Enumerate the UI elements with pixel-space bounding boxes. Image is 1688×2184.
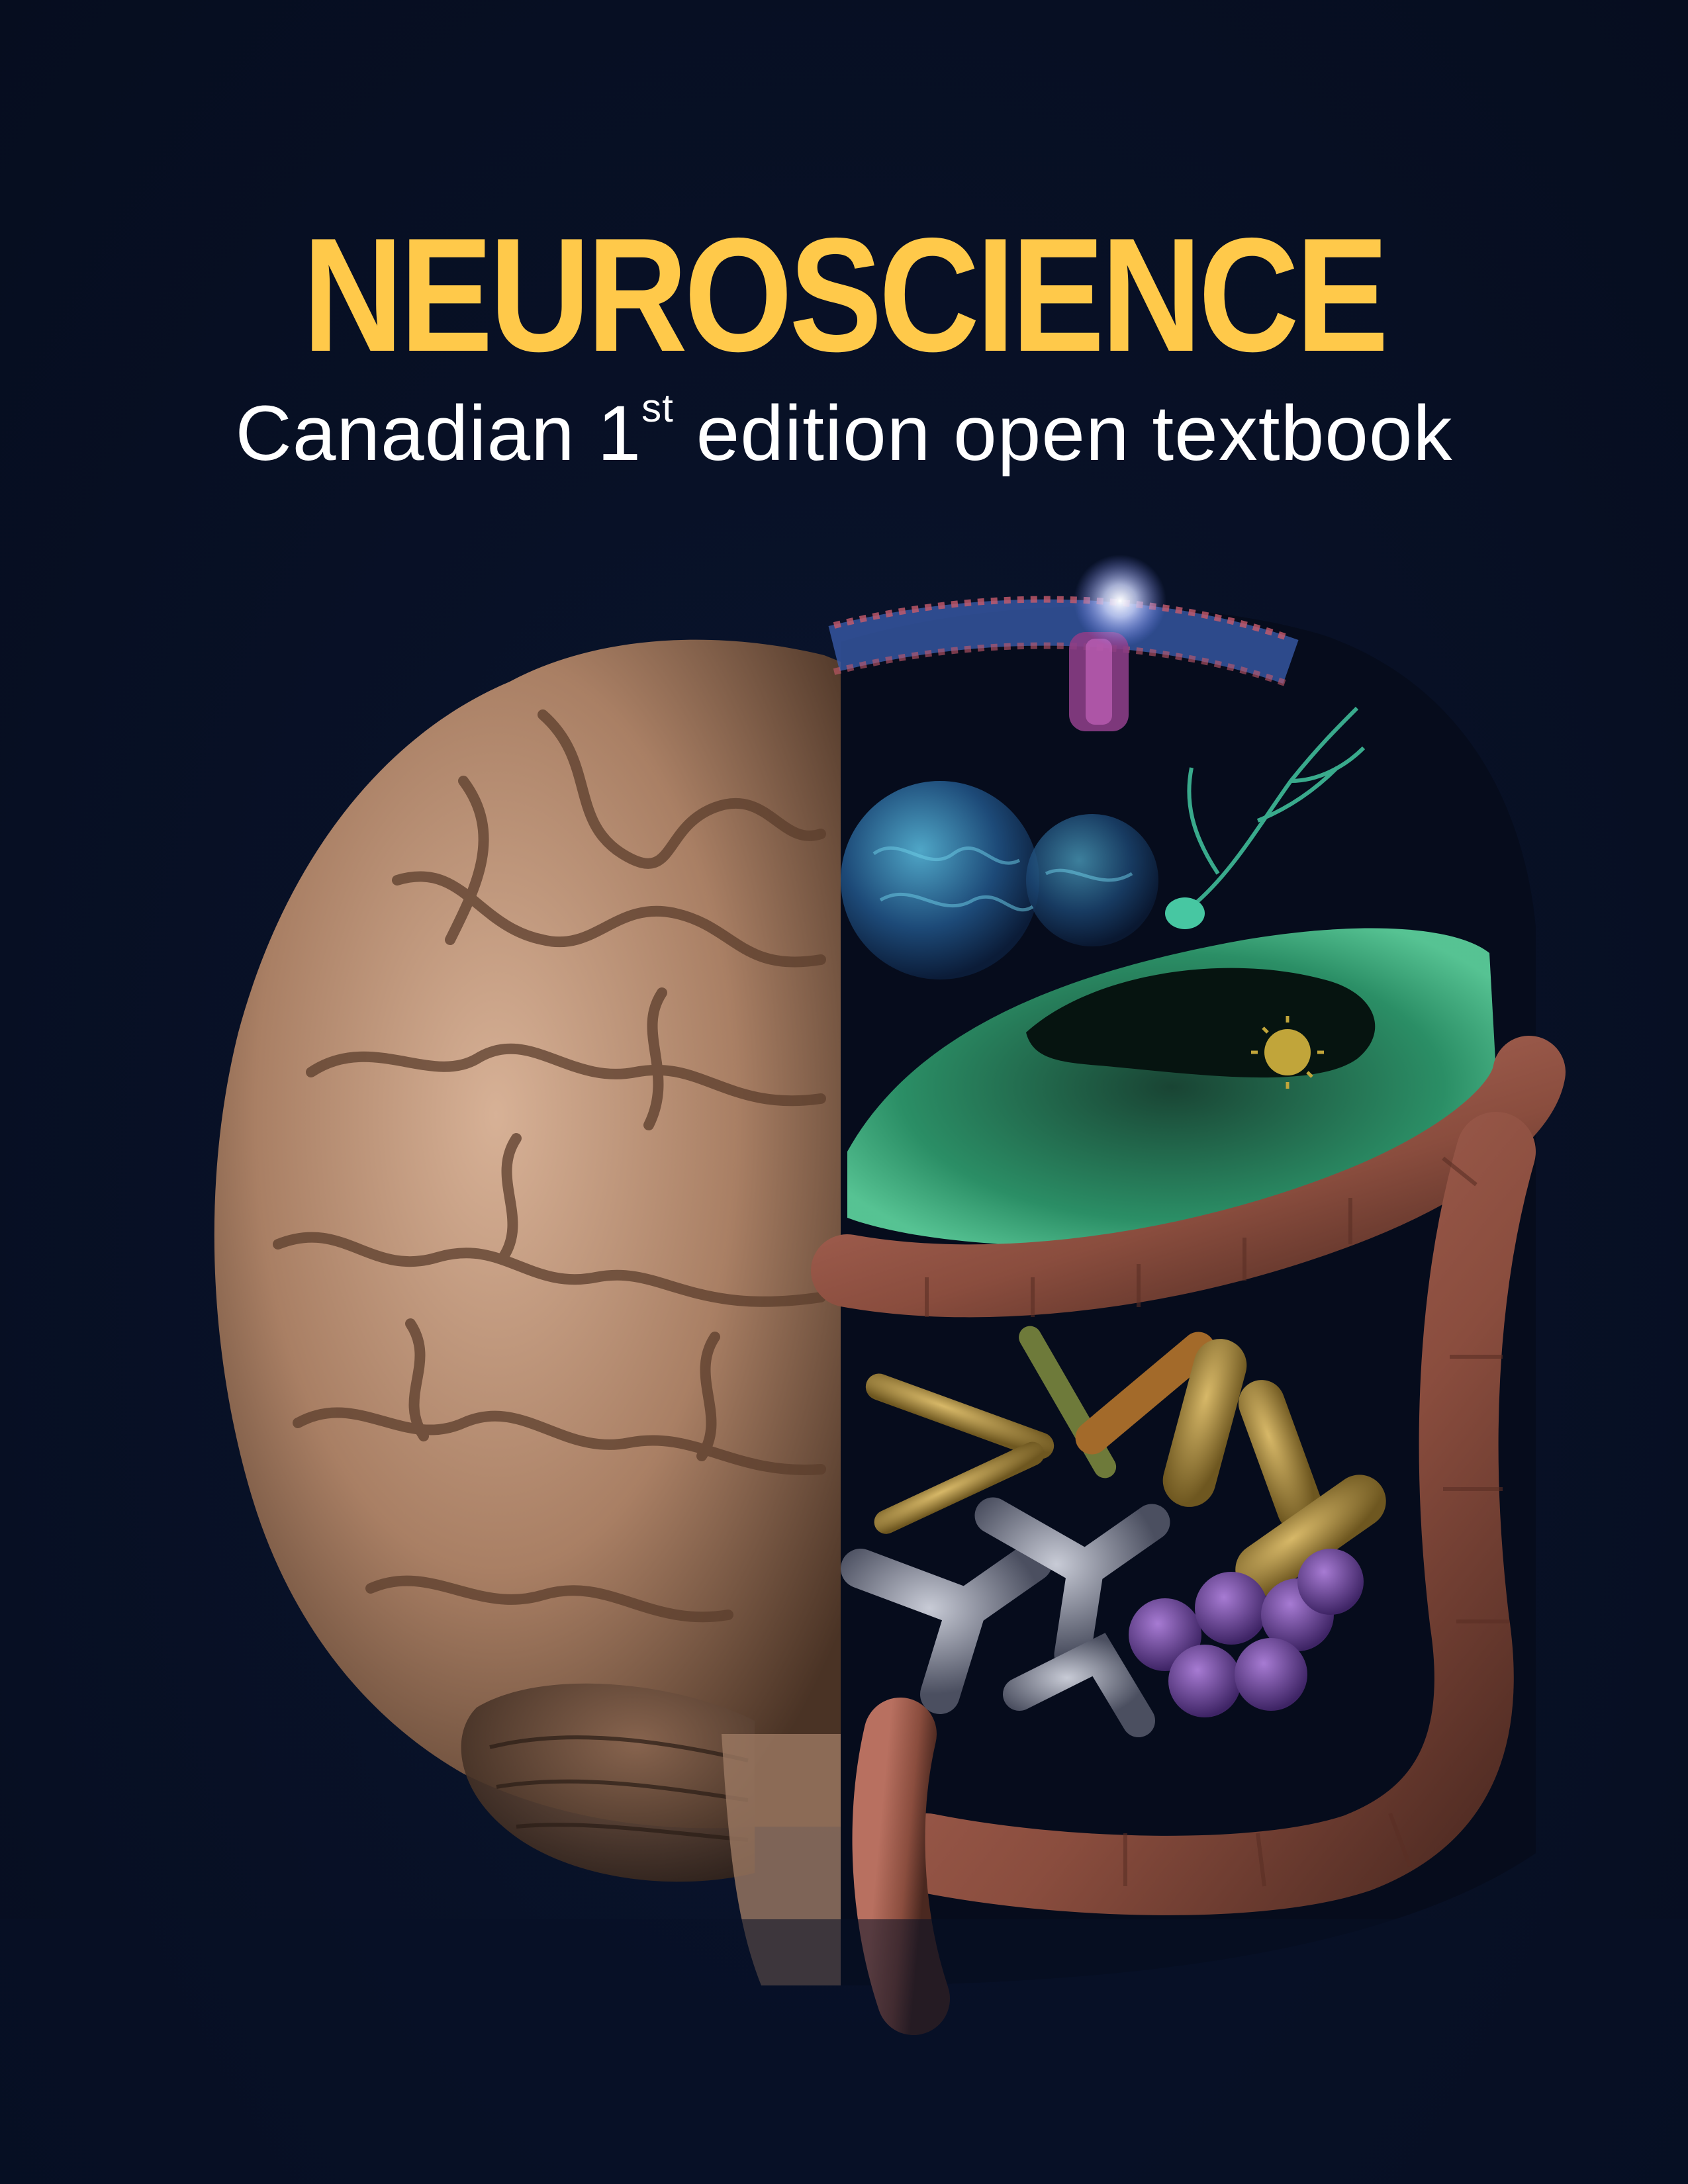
gut-brain-illustration	[811, 555, 1566, 2035]
brain-hemisphere-illustration	[214, 639, 841, 1985]
cover-title: NEUROSCIENCE	[303, 204, 1389, 385]
bacteria-cluster	[841, 1326, 1386, 1737]
subtitle-ordinal: st	[641, 386, 674, 430]
subtitle-text: Canadian 1	[235, 390, 642, 477]
light-glow	[1074, 555, 1166, 647]
